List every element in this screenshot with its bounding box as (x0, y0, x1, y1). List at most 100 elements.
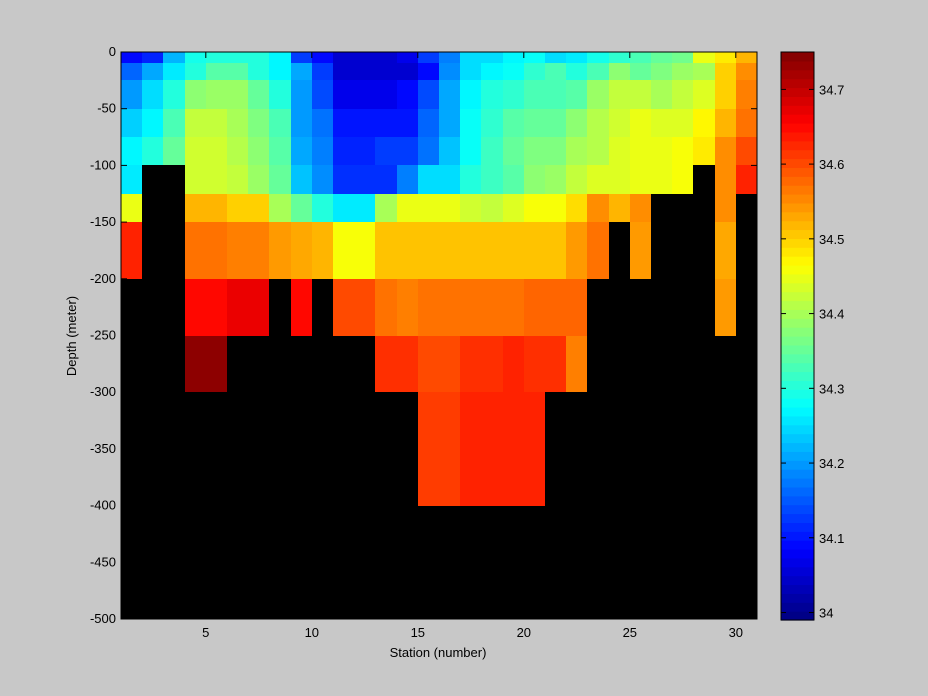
heatmap-cell (566, 165, 587, 194)
heatmap-cell (715, 222, 736, 279)
heatmap-cell (566, 52, 587, 63)
heatmap-cell (375, 52, 397, 63)
heatmap-cell (566, 109, 587, 137)
heatmap-cell (609, 222, 630, 279)
y-tick-label: -300 (90, 384, 116, 399)
colorbar-band (781, 265, 814, 275)
heatmap-cell (185, 80, 206, 109)
heatmap-cell (460, 109, 481, 137)
heatmap-cell (587, 109, 609, 137)
heatmap-cell (248, 392, 269, 506)
colorbar-band (781, 52, 814, 62)
colorbar-band (781, 327, 814, 337)
heatmap-cell (354, 80, 375, 109)
heatmap-cell (630, 52, 651, 63)
heatmap-cell (375, 63, 397, 80)
colorbar-band (781, 504, 814, 515)
colorbar-band (781, 78, 814, 89)
colorbar-band (781, 531, 814, 541)
y-axis: 0 -50 -100 -150 -200 -250 -300 -350 -400 -450 -500 (90, 44, 757, 626)
colorbar-band (781, 114, 814, 124)
heatmap-cell (693, 137, 715, 165)
heatmap-cell (312, 392, 333, 506)
heatmap-cell (333, 80, 354, 109)
heatmap-cell (418, 336, 439, 392)
colorbar-band (781, 96, 814, 106)
colorbar-band (781, 371, 814, 381)
heatmap-cell (206, 109, 227, 137)
heatmap-cell (693, 336, 715, 392)
heatmap-cell (291, 279, 312, 336)
heatmap-cell (163, 222, 185, 279)
heatmap-cell (460, 392, 481, 506)
heatmap-cell (354, 109, 375, 137)
heatmap-cell (566, 63, 587, 80)
heatmap-cell (715, 194, 736, 222)
heatmap-cell (269, 222, 291, 279)
colorbar-band (781, 602, 814, 612)
heatmap-cell (672, 137, 693, 165)
heatmap-cell (609, 279, 630, 336)
heatmap-cell (630, 109, 651, 137)
heatmap-cell (503, 506, 524, 619)
colorbar-band (781, 300, 814, 310)
heatmap-cell (163, 52, 185, 63)
colorbar-tick-label: 34.7 (819, 82, 844, 97)
heatmap-cell (524, 506, 545, 619)
colorbar-band (781, 380, 814, 390)
heatmap-cell (736, 63, 757, 80)
heatmap-cell (248, 109, 269, 137)
heatmap-cell (736, 109, 757, 137)
heatmap-cell (142, 279, 163, 336)
heatmap-cell (672, 109, 693, 137)
heatmap-cell (715, 80, 736, 109)
colorbar-band (781, 495, 814, 506)
heatmap-cell (163, 109, 185, 137)
colorbar-band (781, 131, 814, 142)
heatmap-cell (248, 222, 269, 279)
heatmap-cell (418, 279, 439, 336)
heatmap-cell (248, 336, 269, 392)
heatmap-cell (291, 80, 312, 109)
heatmap-cell (630, 336, 651, 392)
heatmap-cell (121, 52, 142, 63)
heatmap-cell (503, 52, 524, 63)
heatmap-cell (439, 392, 460, 506)
heatmap-cell (312, 336, 333, 392)
heatmap-cell (375, 279, 397, 336)
heatmap-cell (121, 165, 142, 194)
heatmap-cell (651, 165, 672, 194)
heatmap-cell (693, 109, 715, 137)
heatmap-cell (142, 165, 163, 194)
colorbar-band (781, 60, 814, 71)
heatmap-cell (142, 109, 163, 137)
heatmap-cell (333, 109, 354, 137)
heatmap-cell (503, 109, 524, 137)
heatmap-cell (185, 63, 206, 80)
heatmap-cell (291, 506, 312, 619)
heatmap-cell (715, 63, 736, 80)
heatmap-cell (715, 392, 736, 506)
colorbar-band (781, 123, 814, 133)
heatmap-cell (693, 165, 715, 194)
heatmap-cell (312, 80, 333, 109)
heatmap-cell (418, 392, 439, 506)
heatmap-cell (439, 80, 460, 109)
x-tick-label: 30 (729, 625, 743, 640)
heatmap-cell (545, 279, 566, 336)
heatmap-cell (397, 63, 418, 80)
heatmap-cell (333, 137, 354, 165)
heatmap-cell (291, 52, 312, 63)
heatmap-cell (609, 506, 630, 619)
heatmap-cell (566, 336, 587, 392)
heatmap-cell (227, 165, 248, 194)
colorbar-band (781, 433, 814, 444)
heatmap-cell (206, 52, 227, 63)
heatmap-cell (524, 279, 545, 336)
heatmap-cell (503, 222, 524, 279)
y-tick-label: -400 (90, 498, 116, 513)
heatmap-cell (587, 392, 609, 506)
heatmap-cell (651, 194, 672, 222)
heatmap-cell (439, 506, 460, 619)
